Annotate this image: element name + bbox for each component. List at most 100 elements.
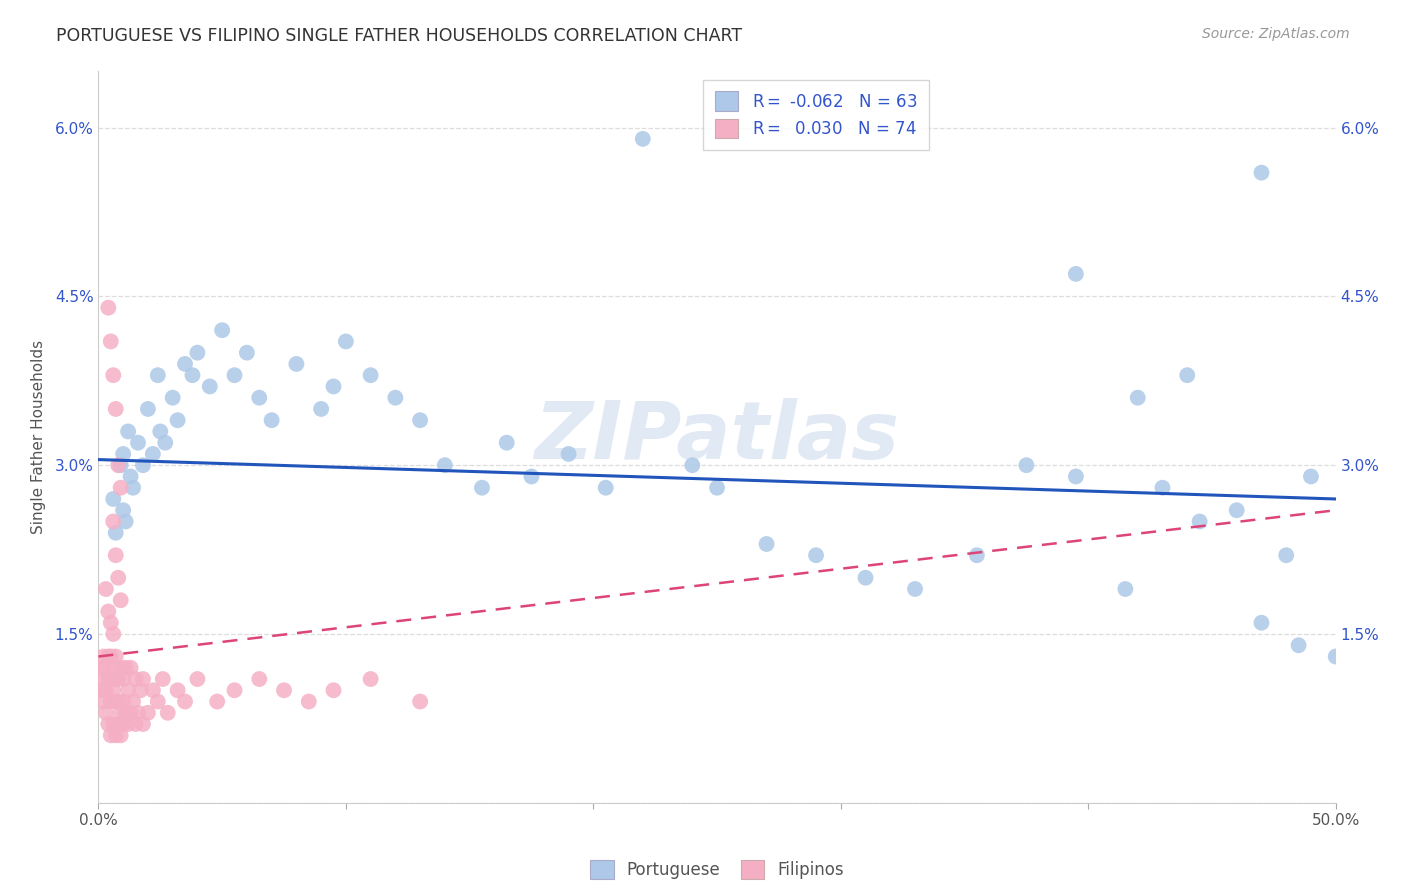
- Point: [557, 447, 579, 461]
- Point: [93, 694, 115, 708]
- Point: [136, 706, 159, 720]
- Point: [104, 548, 127, 562]
- Point: [103, 661, 125, 675]
- Point: [97, 605, 120, 619]
- Point: [110, 728, 132, 742]
- Point: [1226, 503, 1249, 517]
- Point: [174, 357, 197, 371]
- Point: [127, 435, 149, 450]
- Point: [166, 413, 188, 427]
- Text: PORTUGUESE VS FILIPINO SINGLE FATHER HOUSEHOLDS CORRELATION CHART: PORTUGUESE VS FILIPINO SINGLE FATHER HOU…: [56, 27, 742, 45]
- Point: [904, 582, 927, 596]
- Point: [103, 491, 125, 506]
- Point: [1126, 391, 1149, 405]
- Point: [103, 683, 125, 698]
- Point: [104, 672, 127, 686]
- Point: [198, 379, 221, 393]
- Point: [681, 458, 703, 473]
- Point: [142, 447, 165, 461]
- Point: [104, 694, 127, 708]
- Point: [120, 469, 142, 483]
- Point: [1175, 368, 1198, 383]
- Point: [117, 683, 139, 698]
- Point: [166, 683, 188, 698]
- Point: [114, 661, 136, 675]
- Point: [433, 458, 456, 473]
- Point: [110, 706, 132, 720]
- Point: [104, 728, 127, 742]
- Point: [1288, 638, 1310, 652]
- Point: [186, 672, 208, 686]
- Point: [97, 649, 120, 664]
- Point: [1114, 582, 1136, 596]
- Legend: Portuguese, Filipinos: Portuguese, Filipinos: [582, 851, 852, 888]
- Point: [471, 481, 494, 495]
- Point: [129, 683, 152, 698]
- Point: [104, 649, 127, 664]
- Point: [112, 672, 135, 686]
- Point: [224, 368, 246, 383]
- Point: [132, 717, 155, 731]
- Point: [855, 571, 877, 585]
- Point: [100, 615, 122, 630]
- Point: [107, 458, 129, 473]
- Point: [1250, 166, 1272, 180]
- Point: [260, 413, 283, 427]
- Point: [205, 694, 228, 708]
- Text: ZIPatlas: ZIPatlas: [534, 398, 900, 476]
- Point: [495, 435, 517, 450]
- Point: [285, 357, 308, 371]
- Text: Source: ZipAtlas.com: Source: ZipAtlas.com: [1202, 27, 1350, 41]
- Point: [1064, 469, 1087, 483]
- Point: [110, 593, 132, 607]
- Point: [631, 132, 654, 146]
- Point: [136, 401, 159, 416]
- Point: [322, 683, 344, 698]
- Point: [1152, 481, 1174, 495]
- Point: [120, 661, 142, 675]
- Point: [1188, 515, 1211, 529]
- Point: [186, 345, 208, 359]
- Point: [1299, 469, 1322, 483]
- Point: [409, 694, 432, 708]
- Point: [94, 706, 117, 720]
- Point: [309, 401, 332, 416]
- Point: [1064, 267, 1087, 281]
- Point: [236, 345, 259, 359]
- Point: [93, 672, 115, 686]
- Point: [112, 694, 135, 708]
- Point: [114, 706, 136, 720]
- Point: [247, 391, 270, 405]
- Y-axis label: Single Father Households: Single Father Households: [31, 340, 46, 534]
- Point: [103, 368, 125, 383]
- Point: [107, 717, 129, 731]
- Point: [384, 391, 406, 405]
- Point: [804, 548, 827, 562]
- Point: [966, 548, 988, 562]
- Point: [100, 649, 122, 664]
- Point: [122, 481, 145, 495]
- Point: [104, 401, 127, 416]
- Point: [110, 481, 132, 495]
- Point: [112, 717, 135, 731]
- Point: [146, 694, 169, 708]
- Point: [1275, 548, 1298, 562]
- Point: [132, 458, 155, 473]
- Point: [162, 391, 184, 405]
- Point: [149, 425, 172, 439]
- Point: [97, 717, 120, 731]
- Point: [156, 706, 179, 720]
- Point: [103, 627, 125, 641]
- Point: [409, 413, 432, 427]
- Point: [100, 694, 122, 708]
- Point: [90, 683, 112, 698]
- Point: [247, 672, 270, 686]
- Point: [595, 481, 617, 495]
- Point: [94, 661, 117, 675]
- Point: [120, 706, 142, 720]
- Point: [146, 368, 169, 383]
- Point: [112, 447, 135, 461]
- Point: [127, 706, 149, 720]
- Point: [322, 379, 344, 393]
- Point: [152, 672, 174, 686]
